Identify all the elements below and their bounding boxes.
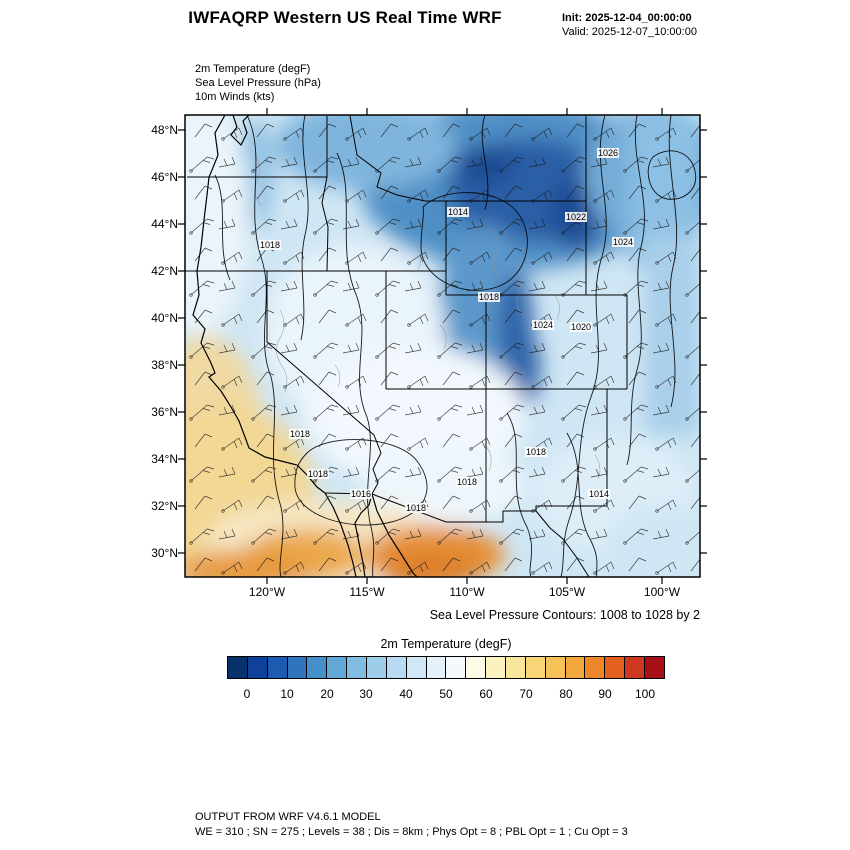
colorbar-segment <box>367 657 387 678</box>
contour-label: 1026 <box>596 148 620 158</box>
contour-label: 1018 <box>524 447 548 457</box>
x-tick-label: 110°W <box>449 585 485 599</box>
colorbar-segment <box>486 657 507 678</box>
contour-label: 1018 <box>477 292 501 302</box>
colorbar-segment <box>228 657 248 678</box>
colorbar-segment <box>426 657 447 678</box>
x-tick-label: 115°W <box>349 585 385 599</box>
contour-label: 1024 <box>611 237 635 247</box>
colorbar-segment <box>525 657 546 678</box>
model-config-text: WE = 310 ; SN = 275 ; Levels = 38 ; Dis … <box>195 826 628 838</box>
y-tick-label: 42°N <box>151 264 178 278</box>
colorbar-segment <box>247 657 268 678</box>
contour-label: 1016 <box>349 489 373 499</box>
contour-range-caption: Sea Level Pressure Contours: 1008 to 102… <box>429 608 700 622</box>
colorbar-tick-label: 100 <box>634 687 656 701</box>
colorbar-segment <box>327 657 348 678</box>
model-version-text: OUTPUT FROM WRF V4.6.1 MODEL <box>195 811 381 823</box>
colorbar-segment <box>645 657 664 678</box>
contour-label: 1014 <box>446 207 470 217</box>
colorbar-tick-label: 60 <box>479 687 493 701</box>
map-plot <box>178 108 707 584</box>
colorbar-segment <box>406 657 427 678</box>
colorbar-tick-label: 80 <box>559 687 573 701</box>
field-list: 2m Temperature (degF) Sea Level Pressure… <box>195 62 321 104</box>
colorbar-segment <box>545 657 566 678</box>
y-tick-label: 46°N <box>151 170 178 184</box>
colorbar-tick-label: 0 <box>243 687 251 701</box>
colorbar-segment <box>287 657 308 678</box>
y-tick-label: 48°N <box>151 123 178 137</box>
contour-label: 1014 <box>587 489 611 499</box>
colorbar-segment <box>605 657 626 678</box>
valid-time-label: Valid: 2025-12-07_10:00:00 <box>562 26 697 38</box>
x-tick-label: 105°W <box>548 585 586 599</box>
y-tick-label: 36°N <box>151 405 178 419</box>
y-tick-label: 40°N <box>151 311 178 325</box>
colorbar-segment <box>267 657 288 678</box>
init-time-label: Init: 2025-12-04_00:00:00 <box>562 12 692 24</box>
colorbar-tick-label: 30 <box>359 687 373 701</box>
colorbar-segment <box>585 657 606 678</box>
page-title: IWFAQRP Western US Real Time WRF <box>188 8 502 27</box>
contour-label: 1024 <box>531 320 555 330</box>
wind-barbs <box>185 115 700 577</box>
colorbar-segment <box>386 657 407 678</box>
colorbar-tick-label: 20 <box>320 687 334 701</box>
colorbar-tick-label: 40 <box>399 687 413 701</box>
contour-label: 1022 <box>564 212 588 222</box>
contour-label: 1018 <box>288 429 312 439</box>
x-tick-label: 120°W <box>248 585 286 599</box>
contour-label: 1020 <box>569 322 593 332</box>
colorbar-tick-label: 10 <box>280 687 294 701</box>
contour-label: 1018 <box>258 240 282 250</box>
colorbar <box>227 656 665 679</box>
colorbar-segment <box>347 657 368 678</box>
colorbar-title: 2m Temperature (degF) <box>380 637 512 651</box>
colorbar-segment <box>307 657 328 678</box>
colorbar-tick-label: 50 <box>439 687 453 701</box>
contour-label: 1018 <box>306 469 330 479</box>
colorbar-segment <box>466 657 487 678</box>
colorbar-tick-label: 70 <box>519 687 533 701</box>
colorbar-tick-label: 90 <box>598 687 612 701</box>
field-temperature-label: 2m Temperature (degF) <box>195 63 311 75</box>
colorbar-segment <box>446 657 467 678</box>
colorbar-segment <box>565 657 586 678</box>
y-tick-label: 38°N <box>151 358 178 372</box>
contour-label: 1018 <box>455 477 479 487</box>
axis-ticks <box>178 108 707 584</box>
field-winds-label: 10m Winds (kts) <box>195 91 275 103</box>
colorbar-segment <box>506 657 526 678</box>
field-pressure-label: Sea Level Pressure (hPa) <box>195 77 321 89</box>
y-tick-label: 34°N <box>151 452 178 466</box>
y-tick-label: 44°N <box>151 217 178 231</box>
colorbar-segment <box>625 657 646 678</box>
contour-label: 1018 <box>404 503 428 513</box>
y-tick-label: 32°N <box>151 499 178 513</box>
y-tick-label: 30°N <box>151 546 178 560</box>
x-tick-label: 100°W <box>643 585 681 599</box>
map-frame <box>184 114 701 578</box>
